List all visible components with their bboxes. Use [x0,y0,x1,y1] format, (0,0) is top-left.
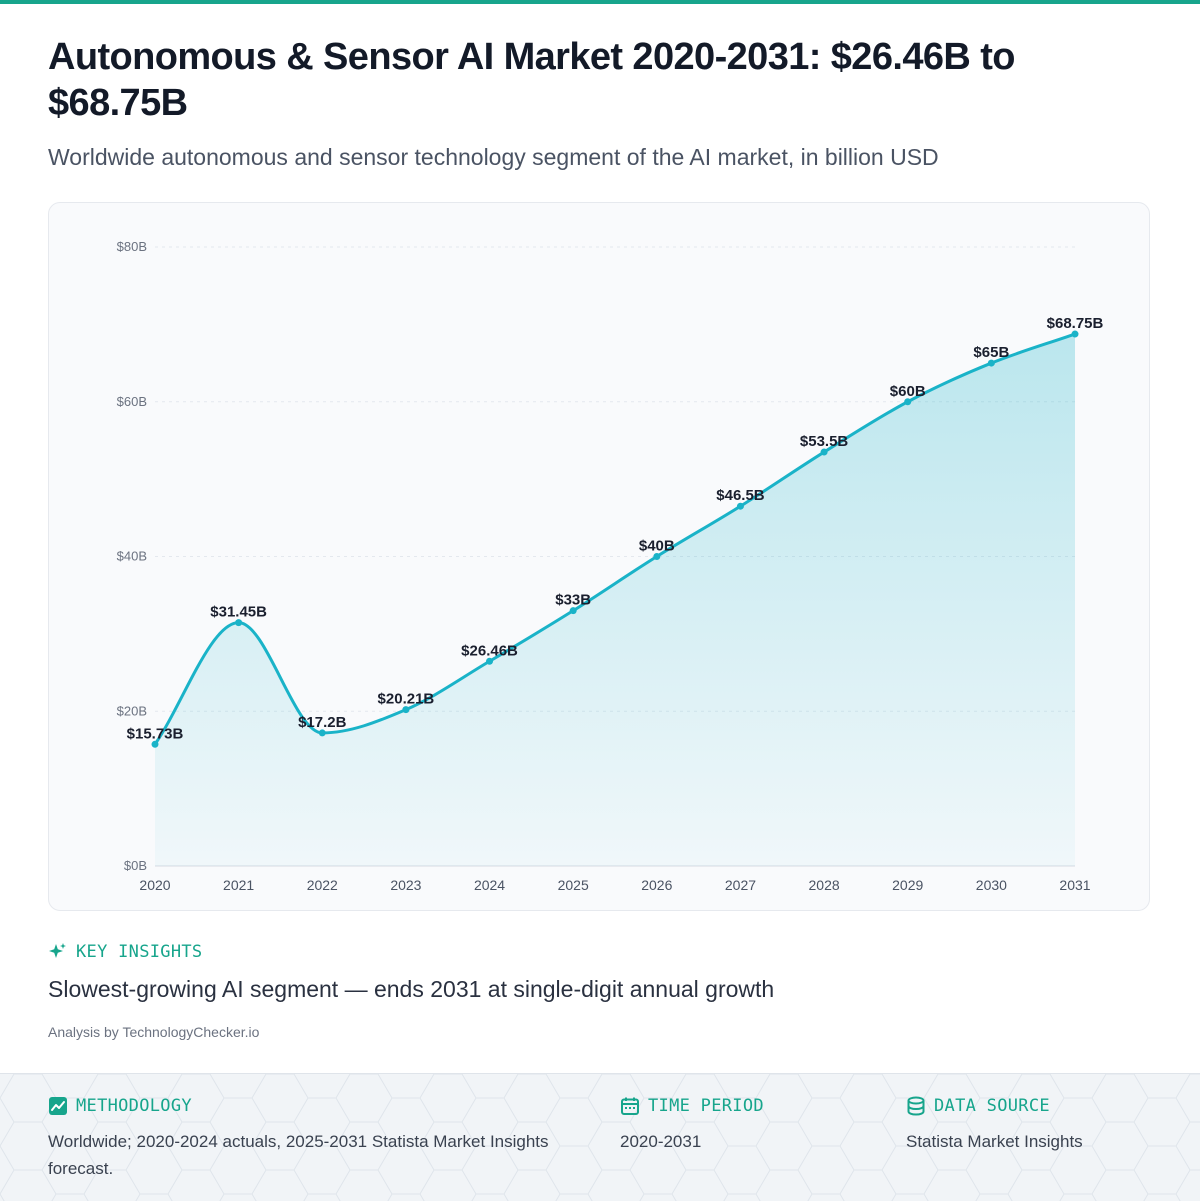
data-point [653,553,661,560]
data-point [820,448,828,456]
data-label: $17.2B [298,714,347,731]
x-tick-label: 2021 [223,877,254,893]
hexagon-pattern [0,1074,1200,1201]
x-tick-label: 2020 [139,877,170,893]
chart-card: $0B $20B $40B $60B $80B 2020 2021 2022 2023 2024… [48,202,1150,911]
time-period-section: TIME PERIOD 2020-2031 [620,1096,860,1155]
data-point [235,619,243,627]
data-point [318,729,326,737]
data-label: $15.73B [127,725,184,742]
x-tick-label: 2027 [725,877,756,893]
x-tick-label: 2022 [307,877,338,893]
data-point [486,657,494,665]
x-tick-label: 2029 [892,877,923,893]
area-chart: $0B $20B $40B $60B $80B 2020 2021 2022 2023 2024… [117,239,1104,893]
data-label: $40B [639,538,675,555]
data-label: $46.5B [716,487,765,504]
y-tick-label: $20B [117,703,147,718]
data-point [569,607,577,615]
key-insights-label: KEY INSIGHTS [76,942,203,962]
data-point [402,706,410,714]
methodology-label: METHODOLOGY [76,1096,192,1116]
time-period-label: TIME PERIOD [648,1096,764,1116]
data-source-text: Statista Market Insights [906,1132,1083,1151]
y-tick-label: $40B [117,549,147,564]
data-label: $65B [973,344,1009,361]
x-tick-label: 2026 [641,877,672,893]
data-source-label: DATA SOURCE [934,1096,1050,1116]
x-tick-label: 2030 [976,877,1007,893]
x-tick-label: 2028 [809,877,840,893]
top-accent-bar [0,0,1200,4]
x-tick-label: 2025 [558,877,589,893]
data-point [151,740,159,748]
methodology-section: METHODOLOGY Worldwide; 2020-2024 actuals… [48,1096,568,1182]
data-label: $60B [890,383,926,400]
series-area [155,334,1075,866]
y-tick-label: $60B [117,394,147,409]
key-insights-header: KEY INSIGHTS [48,942,202,962]
x-tick-label: 2024 [474,877,505,893]
y-tick-label: $0B [124,858,147,873]
y-axis-ticks: $0B $20B $40B $60B $80B [117,239,147,873]
time-period-text: 2020-2031 [620,1132,702,1151]
database-icon [906,1096,926,1116]
data-label: $33B [555,592,591,609]
x-axis-ticks: 2020 2021 2022 2023 2024 2025 2026 2027 2028 2029… [139,877,1090,893]
x-tick-label: 2031 [1059,877,1090,893]
data-point [1071,330,1079,338]
data-point [987,359,995,367]
data-source-section: DATA SOURCE Statista Market Insights [906,1096,1166,1155]
data-label: $20.21B [378,691,435,708]
insight-text: Slowest-growing AI segment — ends 2031 a… [48,976,775,1002]
page-title: Autonomous & Sensor AI Market 2020-2031:… [48,36,1015,124]
sparkle-icon [48,942,68,962]
calendar-icon [620,1096,640,1116]
data-label: $26.46B [461,642,518,659]
data-point [904,398,912,406]
data-label: $53.5B [800,433,849,450]
page-subtitle: Worldwide autonomous and sensor technolo… [48,144,939,170]
footer-panel: METHODOLOGY Worldwide; 2020-2024 actuals… [0,1073,1200,1201]
data-labels: $15.73B $31.45B $17.2B $20.21B $26.46B $33B $4… [127,315,1104,742]
methodology-text: Worldwide; 2020-2024 actuals, 2025-2031 … [48,1132,549,1178]
x-tick-label: 2023 [390,877,421,893]
y-tick-label: $80B [117,239,147,254]
analysis-attribution: Analysis by TechnologyChecker.io [48,1024,260,1040]
data-label: $68.75B [1047,315,1104,332]
data-label: $31.45B [210,604,267,621]
data-points [151,330,1079,748]
chart-icon [48,1096,68,1116]
data-point [736,502,744,510]
